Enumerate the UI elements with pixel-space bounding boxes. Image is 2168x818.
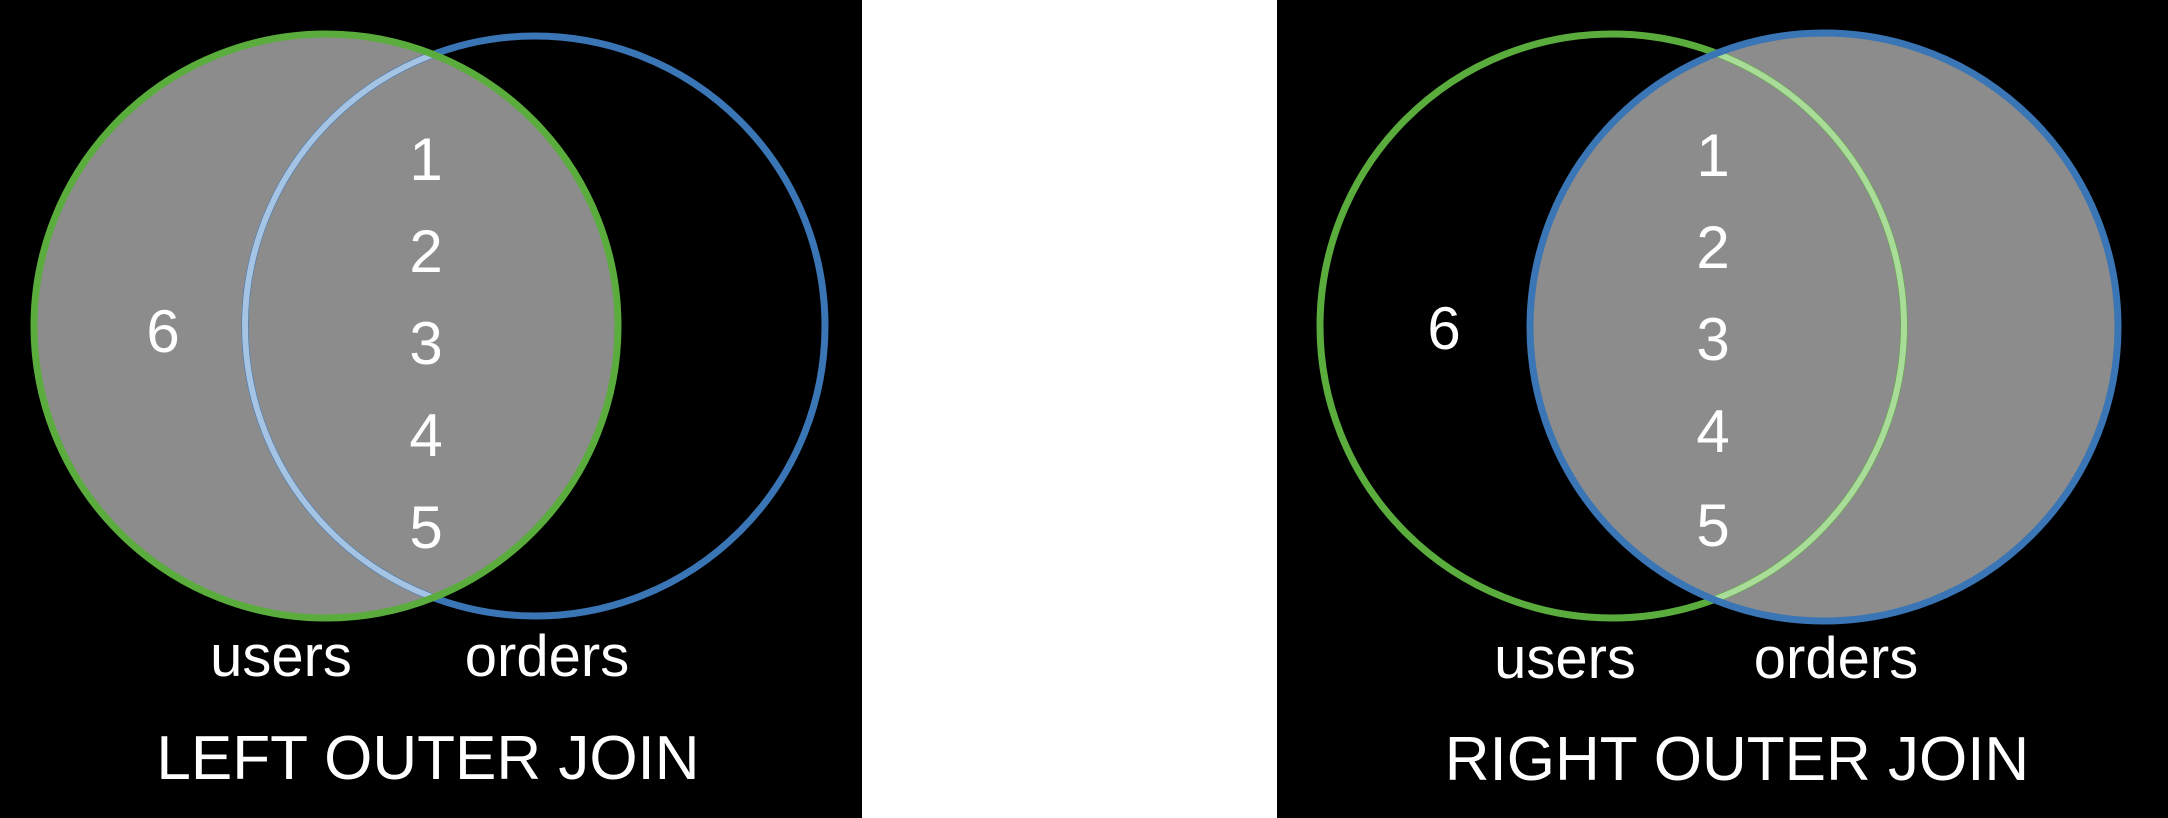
intersection-value: 4 <box>409 402 442 469</box>
orders-set-label: orders <box>1754 626 1918 691</box>
intersection-value: 3 <box>1696 306 1729 373</box>
diagram-title: LEFT OUTER JOIN <box>156 724 699 793</box>
left-outer-join-panel: 6 1 2 3 4 5 users orders LEFT OUTER JOIN <box>0 0 862 818</box>
orders-set-outline <box>1526 29 2122 625</box>
intersection-value: 1 <box>1696 122 1729 189</box>
users-set-fill <box>34 34 618 618</box>
right-outer-join-venn: 6 1 2 3 4 5 users orders RIGHT OUTER JOI… <box>1316 29 2122 794</box>
orders-set-fill <box>1530 33 2118 621</box>
intersection-value: 4 <box>1696 398 1729 465</box>
orders-set-label: orders <box>465 624 629 689</box>
left-only-value: 6 <box>1427 295 1460 362</box>
intersection-value: 5 <box>409 494 442 561</box>
users-set-outline <box>30 30 622 622</box>
diagram-title: RIGHT OUTER JOIN <box>1445 725 2029 794</box>
intersection-value: 2 <box>409 218 442 285</box>
intersection-value: 5 <box>1696 492 1729 559</box>
users-set-label: users <box>1494 626 1636 691</box>
intersection-value: 1 <box>409 126 442 193</box>
intersection-value: 3 <box>409 310 442 377</box>
left-outer-join-venn: 6 1 2 3 4 5 users orders LEFT OUTER JOIN <box>30 30 829 793</box>
right-outer-join-panel: 6 1 2 3 4 5 users orders RIGHT OUTER JOI… <box>1277 0 2168 818</box>
left-only-value: 6 <box>146 298 179 365</box>
users-set-label: users <box>210 624 352 689</box>
intersection-value: 2 <box>1696 214 1729 281</box>
